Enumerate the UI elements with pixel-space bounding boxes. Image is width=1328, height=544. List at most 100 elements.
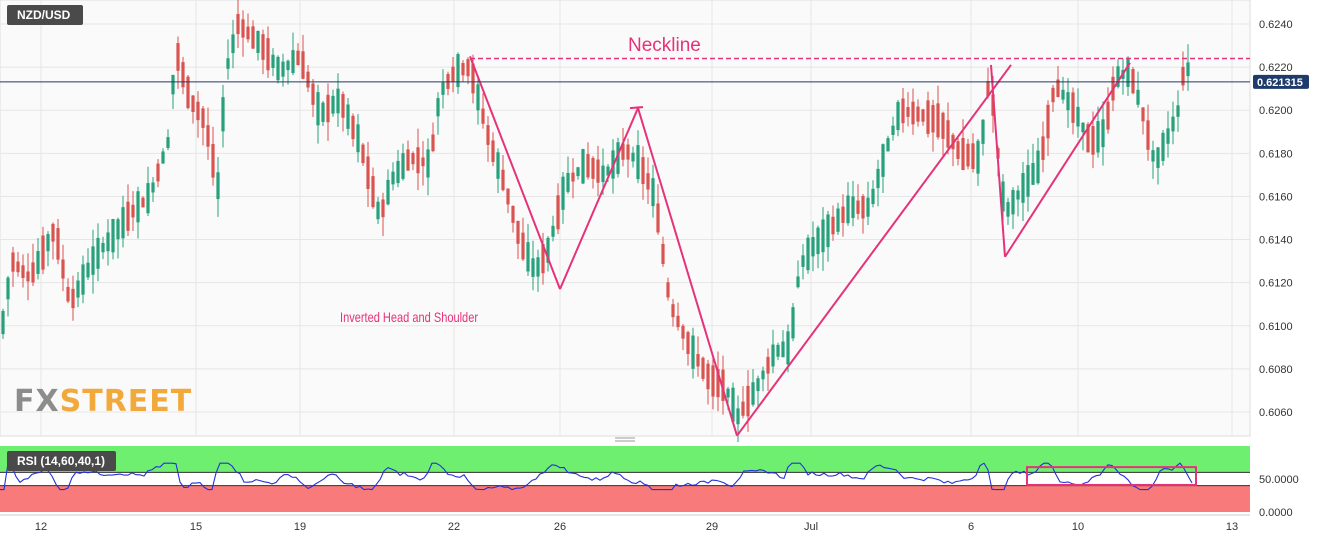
candle-body: [821, 219, 825, 253]
candle-body: [1021, 173, 1025, 203]
candle-body: [486, 125, 490, 145]
candle-body: [36, 251, 40, 274]
x-tick-label: 12: [35, 521, 47, 533]
candle-body: [926, 100, 930, 134]
candle-body: [316, 92, 320, 126]
candle-body: [491, 140, 495, 162]
candle-body: [431, 134, 435, 152]
candle-body: [1161, 132, 1165, 161]
price-tick-label: 0.6120: [1259, 278, 1293, 290]
candle-body: [846, 195, 850, 224]
candle-body: [456, 54, 460, 88]
candle-body: [1061, 89, 1065, 100]
candle-body: [686, 332, 690, 354]
candle-body: [281, 61, 285, 77]
candle-body: [1131, 69, 1135, 94]
candle-body: [551, 225, 555, 237]
candle-body: [646, 173, 650, 190]
rsi-panel: 50.0000 0.0000: [0, 446, 1299, 519]
price-tick-label: 0.6080: [1259, 364, 1293, 376]
candle-body: [651, 178, 655, 207]
candle-body: [111, 218, 115, 253]
candle-body: [871, 188, 875, 205]
candle-body: [501, 169, 505, 191]
x-tick-label: 13: [1226, 521, 1238, 533]
candle-body: [1116, 66, 1120, 87]
candle-body: [1141, 107, 1145, 122]
candle-body: [186, 76, 190, 109]
candle-body: [896, 101, 900, 131]
pattern-line: [736, 64, 1012, 437]
x-tick-label: 22: [448, 521, 460, 533]
candle-body: [1096, 121, 1100, 153]
candle-body: [226, 58, 230, 69]
rsi-upper-zone: [0, 446, 1250, 473]
x-tick-label: 10: [1072, 521, 1084, 533]
candle-body: [366, 156, 370, 189]
candle-body: [496, 152, 500, 179]
candle-body: [1181, 66, 1185, 86]
candle-body: [546, 237, 550, 263]
candle-body: [1101, 119, 1105, 148]
candle-body: [716, 369, 720, 398]
candle-body: [731, 387, 735, 422]
candle-body: [966, 143, 970, 167]
candle-body: [131, 204, 135, 218]
candle-body: [1071, 92, 1075, 123]
candle-body: [41, 235, 45, 270]
candle-body: [101, 242, 105, 253]
candle-body: [961, 137, 965, 170]
candle-body: [1046, 104, 1050, 139]
candle-body: [256, 30, 260, 53]
candle-body: [411, 153, 415, 165]
candle-body: [421, 157, 425, 167]
candle-body: [106, 232, 110, 252]
candle-body: [276, 56, 280, 81]
candle-body: [326, 94, 330, 123]
candle-body: [981, 119, 985, 144]
candle-body: [176, 43, 180, 71]
candle-body: [946, 120, 950, 148]
candle-body: [1136, 89, 1140, 105]
rsi-tick-layer: 50.0000 0.0000: [1259, 474, 1299, 519]
candle-body: [396, 160, 400, 184]
price-tick-layer: 0.6240 0.6220 0.6200 0.6180 0.6160 0.6140 0.61…: [1259, 19, 1293, 419]
price-tick-label: 0.6140: [1259, 235, 1293, 247]
candle-body: [1016, 190, 1020, 200]
price-tick-label: 0.6200: [1259, 105, 1293, 117]
x-axis: 12 15 19 22 26 29 Jul 6 10 13: [0, 514, 1250, 533]
candle-body: [46, 234, 50, 252]
price-panel: Neckline Inverted Head and Shoulder: [0, 0, 1251, 443]
candle-body: [406, 149, 410, 171]
candle-body: [601, 165, 605, 183]
candle-body: [481, 108, 485, 124]
pattern-line: [629, 106, 644, 110]
candle-body: [911, 101, 915, 125]
rsi-highlight-box: [1026, 466, 1197, 486]
x-tick-label: 19: [294, 521, 306, 533]
logo-street-text: STREET: [59, 384, 193, 419]
candle-body: [826, 214, 830, 248]
candle-body: [351, 115, 355, 140]
candle-body: [331, 95, 335, 114]
candle-body: [1, 310, 5, 335]
candle-body: [151, 182, 155, 193]
candle-body: [641, 157, 645, 184]
candle-body: [916, 106, 920, 122]
rsi-line: [0, 462, 1193, 491]
candle-body: [381, 199, 385, 218]
candle-body: [541, 244, 545, 274]
candle-body: [181, 62, 185, 88]
pattern-line: [469, 55, 561, 290]
candle-body: [986, 81, 990, 97]
candle-body: [696, 354, 700, 367]
candle-body: [441, 82, 445, 95]
candle-body: [851, 196, 855, 219]
candle-body: [401, 153, 405, 179]
candle-body: [1026, 165, 1030, 197]
candle-body: [681, 325, 685, 339]
candle-body: [91, 246, 95, 275]
candle-body: [566, 172, 570, 192]
candle-body: [596, 159, 600, 183]
